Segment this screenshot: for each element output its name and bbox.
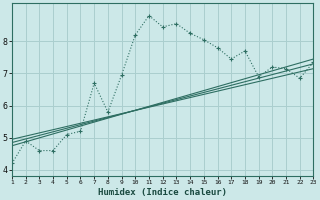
X-axis label: Humidex (Indice chaleur): Humidex (Indice chaleur): [98, 188, 227, 197]
